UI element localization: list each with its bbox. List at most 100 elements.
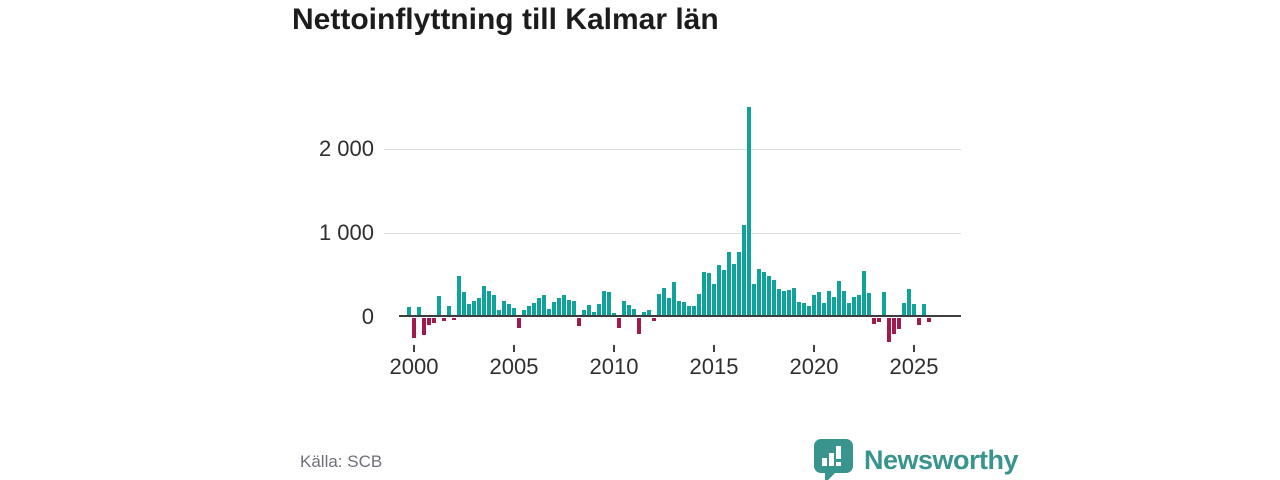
x-axis-tick — [813, 345, 815, 352]
newsworthy-wordmark: Newsworthy — [864, 444, 1019, 475]
bar — [537, 298, 541, 317]
bar — [717, 265, 721, 317]
bar — [827, 291, 831, 317]
bar — [417, 306, 421, 317]
bar — [872, 317, 876, 324]
bar — [812, 295, 816, 317]
bar — [407, 307, 411, 317]
y-axis-label: 1 000 — [318, 220, 374, 245]
bar — [652, 317, 656, 322]
bar — [902, 303, 906, 317]
bar — [707, 272, 711, 317]
bar — [592, 311, 596, 317]
bar — [507, 304, 511, 317]
bar — [462, 292, 466, 317]
plot-area: 0 1 000 2 000 2000 2005 2010 2015 2020 2025 — [318, 107, 961, 379]
gridline — [384, 149, 961, 150]
bar — [672, 282, 676, 317]
bar — [797, 302, 801, 317]
bar — [597, 303, 601, 317]
bar — [472, 300, 476, 317]
bar — [702, 271, 706, 317]
bar — [772, 280, 776, 317]
bar — [912, 303, 916, 317]
gridline — [384, 233, 961, 234]
bar — [487, 290, 491, 317]
bar — [842, 291, 846, 317]
bar — [837, 281, 841, 317]
bar — [572, 301, 576, 317]
bar — [917, 317, 921, 326]
bar — [892, 317, 896, 334]
bar — [907, 289, 911, 317]
bar — [897, 317, 901, 329]
bar — [542, 294, 546, 317]
x-axis-tick — [413, 345, 415, 352]
bar — [887, 317, 891, 343]
bar — [752, 283, 756, 317]
bar — [792, 287, 796, 317]
bar — [762, 272, 766, 317]
x-axis-label: 2005 — [489, 354, 539, 379]
bar — [637, 317, 641, 334]
bar — [532, 302, 536, 317]
bar — [847, 303, 851, 317]
bar — [822, 303, 826, 317]
bar — [442, 317, 446, 322]
bar — [412, 317, 416, 338]
bar — [527, 306, 531, 317]
bar — [437, 295, 441, 317]
bar — [722, 269, 726, 317]
x-axis-tick — [513, 345, 515, 352]
bar — [787, 290, 791, 317]
x-axis-label: 2000 — [389, 354, 439, 379]
bar — [817, 292, 821, 317]
bar — [467, 303, 471, 317]
bar — [432, 317, 436, 324]
bar — [747, 107, 751, 317]
bar — [457, 276, 461, 317]
bar — [832, 297, 836, 317]
y-axis-label: 0 — [361, 304, 374, 329]
bar — [867, 293, 871, 317]
bar — [522, 310, 526, 317]
bar — [877, 317, 881, 323]
newsworthy-bubble-chart-icon — [814, 438, 853, 480]
bar — [782, 290, 786, 317]
bar — [927, 317, 931, 322]
bar — [502, 300, 506, 317]
bar — [547, 308, 551, 317]
bar — [857, 294, 861, 317]
bar — [512, 308, 516, 317]
x-axis-tick — [613, 345, 615, 352]
bar — [777, 288, 781, 317]
bar — [422, 317, 426, 335]
bar — [727, 252, 731, 317]
bar — [567, 300, 571, 317]
source-label: Källa: SCB — [300, 452, 383, 471]
bar — [742, 224, 746, 317]
zero-axis-line — [399, 315, 961, 317]
bar — [552, 302, 556, 317]
bar — [667, 298, 671, 317]
bar — [607, 292, 611, 317]
bar — [642, 312, 646, 317]
bar — [737, 252, 741, 317]
bar — [852, 297, 856, 317]
bar — [697, 293, 701, 317]
bar — [807, 306, 811, 317]
bar — [657, 294, 661, 317]
bar — [632, 308, 636, 317]
bar — [802, 303, 806, 317]
bar — [482, 285, 486, 317]
x-axis-label: 2025 — [889, 354, 939, 379]
bar — [732, 264, 736, 317]
bar — [477, 298, 481, 317]
bar — [497, 310, 501, 317]
newsworthy-logo: Newsworthy — [813, 438, 1019, 480]
bar — [627, 305, 631, 317]
bar — [617, 317, 621, 328]
bar — [767, 276, 771, 317]
bar — [517, 317, 521, 328]
bar — [662, 287, 666, 317]
